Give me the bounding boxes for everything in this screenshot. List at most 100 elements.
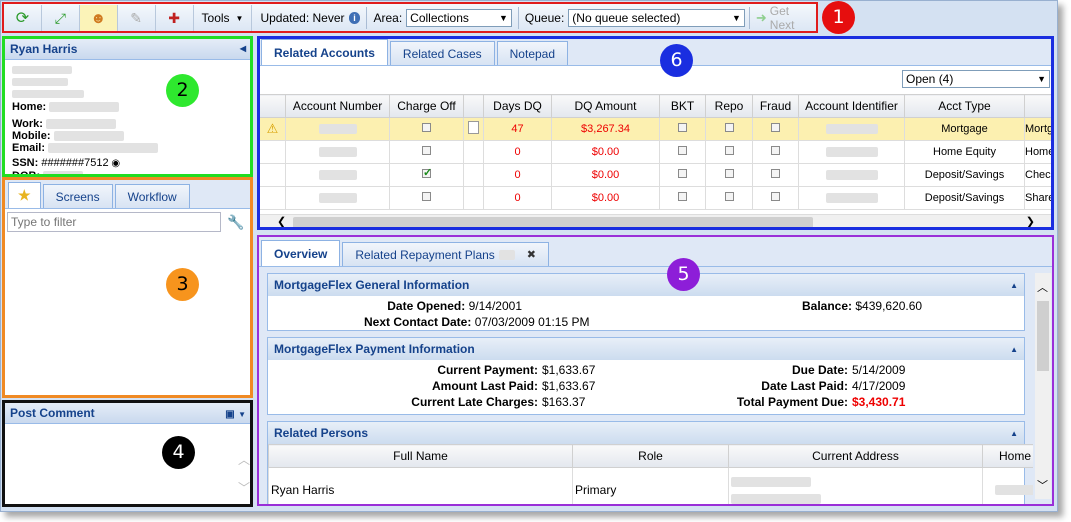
col-repo[interactable]: Repo bbox=[705, 94, 753, 118]
divider bbox=[517, 7, 519, 29]
expand-button[interactable]: ⤢ bbox=[42, 5, 80, 31]
bkt-checkbox[interactable] bbox=[678, 169, 687, 178]
save-icon[interactable]: ▣ bbox=[225, 408, 235, 420]
highlight-box-comment bbox=[2, 400, 253, 507]
edit-button[interactable]: ✎ bbox=[118, 5, 156, 31]
tab-notepad[interactable]: Notepad bbox=[496, 41, 569, 65]
col-full-name[interactable]: Full Name bbox=[268, 444, 573, 468]
refresh-button[interactable]: ⟳ bbox=[4, 5, 42, 31]
repo-checkbox[interactable] bbox=[724, 123, 734, 132]
col-home[interactable]: Home bbox=[982, 444, 1033, 468]
table-row[interactable]: 0 $0.00 Deposit/Savings Share bbox=[259, 186, 1053, 210]
col-account-identifier[interactable]: Account Identifier bbox=[798, 94, 905, 118]
due-date-value: 5/14/2009 bbox=[852, 363, 906, 377]
charge-off-checkbox[interactable] bbox=[422, 146, 431, 155]
scroll-up-icon: ︿ bbox=[237, 453, 250, 467]
area-value: Collections bbox=[410, 11, 469, 25]
balance-value: $439,620.60 bbox=[855, 299, 923, 313]
date-last-paid-label: Date Last Paid: bbox=[761, 379, 848, 393]
table-row[interactable]: Ryan Harris Primary bbox=[268, 467, 1033, 505]
status-filter-select[interactable]: Open (4) ▼ bbox=[902, 70, 1050, 88]
vertical-scrollbar[interactable]: ︿ ﹀ bbox=[1035, 273, 1051, 499]
repo-checkbox[interactable] bbox=[724, 192, 734, 201]
info-icon[interactable]: i bbox=[348, 12, 361, 24]
address-line bbox=[12, 64, 244, 76]
fraud-checkbox[interactable] bbox=[771, 192, 780, 201]
add-contact-icon: ✚ bbox=[168, 9, 180, 26]
date-opened-label: Date Opened: bbox=[387, 299, 466, 313]
horizontal-scrollbar[interactable]: ❮ ❯ bbox=[259, 214, 1053, 230]
warning-icon: ⚠ bbox=[266, 121, 279, 136]
col-fraud[interactable]: Fraud bbox=[752, 94, 799, 118]
col-current-address[interactable]: Current Address bbox=[728, 444, 983, 468]
filter-input[interactable] bbox=[7, 212, 221, 232]
charge-off-checkbox[interactable] bbox=[422, 192, 431, 201]
tab-favorites[interactable]: ★ bbox=[8, 182, 41, 208]
highlight-box-customer bbox=[2, 36, 253, 177]
col-role[interactable]: Role bbox=[572, 444, 729, 468]
tools-label: Tools bbox=[201, 11, 230, 25]
collapse-left-icon[interactable]: ◀ bbox=[239, 44, 246, 53]
col-bkt[interactable]: BKT bbox=[659, 94, 706, 118]
main-toolbar: ⟳ ⤢ ☻ ✎ ✚ Tools ▼ Updated: Never i Area:… bbox=[4, 4, 817, 32]
tab-label: Notepad bbox=[509, 46, 556, 61]
section-header[interactable]: MortgageFlex General Information ▲ bbox=[268, 274, 1024, 296]
queue-value: (No queue selected) bbox=[572, 11, 681, 25]
fraud-checkbox[interactable] bbox=[771, 123, 780, 132]
repo-checkbox[interactable] bbox=[724, 169, 734, 178]
table-row[interactable]: ✓ 0 $0.00 Deposit/Savings Chec bbox=[259, 163, 1053, 187]
related-persons-section: Related Persons ▲ Full Name Role Current … bbox=[267, 421, 1033, 505]
tools-menu[interactable]: Tools ▼ bbox=[194, 5, 253, 31]
wrench-icon[interactable]: 🔧 bbox=[227, 213, 245, 230]
collapse-up-icon[interactable]: ▲ bbox=[1010, 344, 1018, 354]
bkt-checkbox[interactable] bbox=[678, 146, 687, 155]
eye-icon[interactable]: ◉ bbox=[108, 158, 121, 169]
get-next-button[interactable]: ➜ Get Next bbox=[752, 4, 817, 32]
star-icon: ★ bbox=[18, 187, 31, 203]
charge-off-checkbox[interactable] bbox=[422, 123, 431, 132]
customer-button[interactable]: ☻ bbox=[79, 5, 118, 31]
total-due-value: $3,430.71 bbox=[852, 395, 906, 409]
callout-badge-3: 3 bbox=[166, 268, 199, 301]
area-select[interactable]: Collections ▼ bbox=[406, 9, 512, 27]
tab-related-repayment-plans[interactable]: Related Repayment Plans ✖ bbox=[342, 242, 550, 266]
section-header[interactable]: Related Persons ▲ bbox=[268, 422, 1024, 444]
dq-amount-cell: $0.00 bbox=[551, 140, 660, 164]
col-acct-type[interactable]: Acct Type bbox=[904, 94, 1025, 118]
charge-off-checkbox[interactable]: ✓ bbox=[422, 167, 432, 179]
chevron-down-icon[interactable]: ▼ bbox=[238, 409, 246, 419]
queue-select[interactable]: (No queue selected) ▼ bbox=[568, 9, 745, 27]
collapse-up-icon[interactable]: ▲ bbox=[1010, 428, 1018, 438]
bkt-checkbox[interactable] bbox=[678, 192, 687, 201]
scroll-thumb[interactable] bbox=[1037, 301, 1049, 371]
tab-workflow[interactable]: Workflow bbox=[114, 184, 190, 208]
fraud-checkbox[interactable] bbox=[771, 146, 780, 155]
refresh-icon: ⟳ bbox=[15, 10, 30, 27]
tab-screens[interactable]: Screens bbox=[42, 184, 113, 208]
col-dq-amount[interactable]: DQ Amount bbox=[551, 94, 660, 118]
bkt-checkbox[interactable] bbox=[678, 123, 687, 132]
mobile-label: Mobile: bbox=[12, 130, 51, 142]
section-header[interactable]: MortgageFlex Payment Information ▲ bbox=[268, 338, 1024, 360]
fraud-checkbox[interactable] bbox=[771, 169, 780, 178]
add-contact-button[interactable]: ✚ bbox=[156, 5, 194, 31]
col-days-dq[interactable]: Days DQ bbox=[483, 94, 552, 118]
table-row[interactable]: ⚠ 47 $3,267.34 Mortgage Mortg bbox=[259, 117, 1053, 141]
table-row[interactable]: 0 $0.00 Home Equity Home bbox=[259, 140, 1053, 164]
collapse-up-icon[interactable]: ▲ bbox=[1010, 280, 1018, 290]
scroll-thumb[interactable] bbox=[293, 217, 813, 228]
tab-overview[interactable]: Overview bbox=[261, 240, 341, 266]
tab-related-accounts[interactable]: Related Accounts bbox=[261, 39, 388, 65]
repo-checkbox[interactable] bbox=[724, 146, 734, 155]
tab-related-cases[interactable]: Related Cases bbox=[389, 41, 495, 65]
col-charge-off[interactable]: Charge Off bbox=[389, 94, 464, 118]
comment-scrollbar[interactable]: ︿ ﹀ bbox=[238, 446, 250, 502]
acct-type-overflow: Home bbox=[1024, 140, 1053, 164]
close-icon[interactable]: ✖ bbox=[526, 249, 537, 261]
area-label: Area: bbox=[373, 11, 403, 25]
callout-badge-2: 2 bbox=[166, 74, 199, 107]
table-header: Full Name Role Current Address Home bbox=[268, 444, 1033, 468]
highlight-box-accounts bbox=[257, 36, 1054, 230]
person-role: Primary bbox=[572, 467, 729, 505]
note-icon[interactable] bbox=[468, 121, 479, 134]
